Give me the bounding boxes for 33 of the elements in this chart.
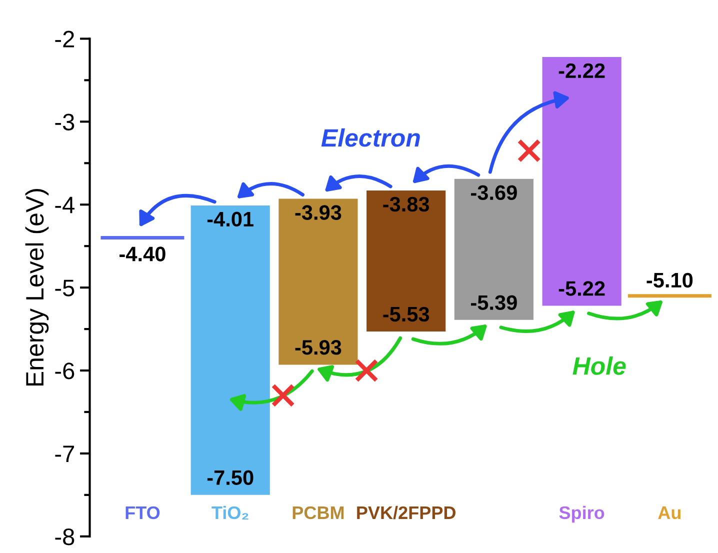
y-tick-label: -7 — [55, 446, 74, 462]
bar — [278, 198, 358, 365]
y-tick-label: -6 — [55, 362, 74, 380]
y-tick-label: -5 — [55, 280, 74, 296]
bar — [542, 56, 622, 306]
y-tick-label: -2 — [55, 30, 74, 48]
annotation: Hole — [572, 356, 626, 375]
x-tick-label: TiO₂ — [212, 506, 248, 520]
x-tick-label: PVK/2FPPD — [357, 506, 456, 520]
annotation: -7.50 — [207, 470, 254, 486]
y-tick-label: -4 — [55, 196, 74, 214]
x-tick-label: Au — [658, 506, 681, 520]
annotation: Electron — [321, 128, 420, 147]
bar — [454, 178, 534, 320]
annotation: -4.40 — [120, 246, 166, 262]
x-tick-label: PCBM — [292, 506, 344, 520]
annotation: -5.93 — [295, 340, 342, 355]
annotation: -5.22 — [558, 281, 605, 296]
annotation: -5.53 — [383, 306, 430, 322]
y-tick-label: -3 — [55, 114, 74, 130]
x-tick-label: FTO — [126, 506, 160, 520]
annotation: -5.10 — [646, 272, 693, 288]
annotation: -4.01 — [207, 212, 254, 227]
y-tick-label: -8 — [55, 528, 74, 546]
annotation: -3.93 — [295, 205, 342, 220]
annotation: -3.69 — [471, 185, 517, 200]
x-tick-label: Spiro — [559, 506, 604, 523]
annotation: -3.83 — [383, 196, 430, 212]
annotation: -5.39 — [471, 295, 517, 310]
y-axis-title: Energy Level (eV) — [25, 189, 49, 386]
bar — [190, 205, 270, 495]
annotation: -2.22 — [558, 63, 605, 78]
bar — [366, 190, 446, 332]
